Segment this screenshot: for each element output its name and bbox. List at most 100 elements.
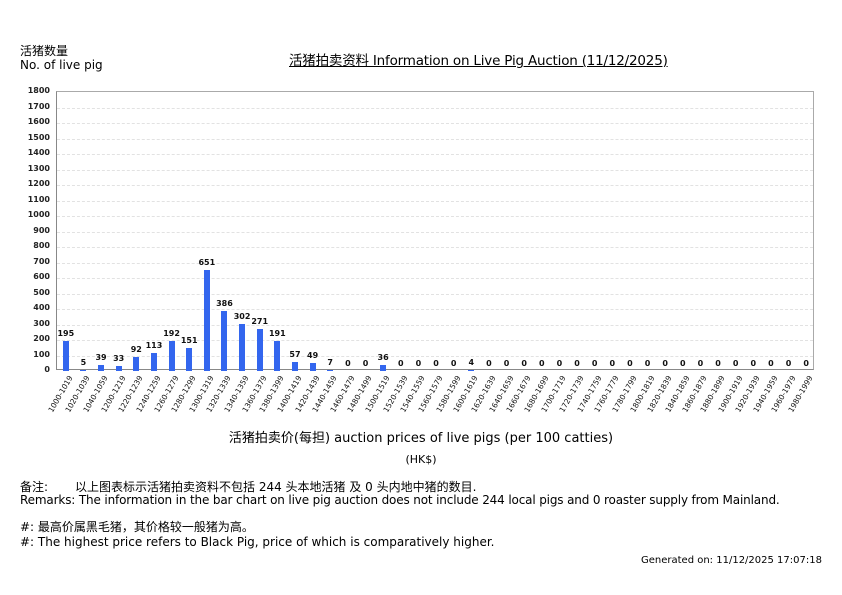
- bar-value-label: 0: [503, 359, 510, 368]
- y-tick-label: 1500: [27, 132, 50, 142]
- bar-value-label: 302: [233, 312, 251, 322]
- bar-value-label: 0: [486, 359, 492, 368]
- gridline: [57, 200, 813, 202]
- y-axis-label-en: No. of live pig: [20, 58, 103, 72]
- remarks-cn-text: 以上图表标示活猪拍卖资料不包括 244 头本地活猪 及 0 头内地中猪的数目.: [75, 480, 477, 494]
- bar: [239, 324, 246, 371]
- bar-value-label: 0: [732, 359, 739, 368]
- y-tick-label: 1600: [27, 117, 50, 126]
- bar: [133, 356, 140, 371]
- note-en: #: The highest price refers to Black Pig…: [20, 535, 495, 549]
- bar: [256, 328, 263, 371]
- plot-area: 195 5 39 33 92 113 192 151 651 386 302 271 191 57 49 7 0…: [56, 91, 814, 371]
- bar-value-label: 7: [327, 357, 333, 367]
- gridline: [57, 293, 813, 295]
- y-tick-label: 500: [33, 287, 50, 297]
- gridline: [57, 138, 813, 140]
- bar-value-label: 0: [662, 359, 668, 368]
- bar-value-label: 5: [80, 358, 87, 368]
- y-tick-label: 700: [33, 256, 50, 266]
- bar: [291, 362, 298, 371]
- bar-value-label: 0: [397, 359, 404, 368]
- y-tick-label: 0: [44, 365, 50, 374]
- gridline: [57, 278, 813, 279]
- bar: [80, 370, 87, 371]
- y-tick-label: 1800: [27, 86, 50, 95]
- bar-value-label: 33: [113, 353, 125, 363]
- bar: [186, 347, 193, 371]
- y-tick-label: 1100: [27, 194, 50, 204]
- y-tick-label: 200: [33, 334, 50, 343]
- bar-value-label: 0: [715, 359, 721, 368]
- x-axis-unit: (HK$): [405, 453, 437, 466]
- bar-value-label: 4: [468, 358, 475, 368]
- bar: [309, 363, 316, 371]
- bar: [380, 365, 387, 371]
- bar-value-label: 0: [591, 359, 598, 368]
- bar-value-label: 192: [163, 329, 180, 339]
- y-tick-label: 100: [33, 349, 50, 359]
- bar-value-label: 0: [345, 359, 351, 368]
- gridline: [57, 262, 813, 264]
- remarks-cn-label: 备注:: [20, 480, 49, 494]
- bar: [168, 341, 175, 371]
- bar-value-label: 36: [377, 353, 389, 363]
- y-tick-label: 1000: [27, 210, 50, 219]
- bar-value-label: 195: [57, 328, 75, 338]
- gridline: [57, 123, 813, 124]
- bar-value-label: 49: [307, 351, 319, 361]
- bar-value-label: 113: [145, 341, 163, 351]
- bar-value-label: 0: [574, 359, 580, 368]
- bar-value-label: 0: [433, 359, 439, 368]
- bar-value-label: 151: [180, 335, 198, 345]
- gridline: [57, 309, 813, 310]
- gridline: [57, 169, 813, 171]
- bar-value-label: 0: [679, 359, 686, 368]
- bar: [115, 365, 122, 371]
- y-tick-label: 1300: [27, 163, 50, 173]
- bar-value-label: 0: [785, 359, 792, 368]
- bar: [327, 369, 334, 371]
- bar-value-label: 386: [216, 299, 233, 309]
- gridline: [57, 324, 813, 326]
- bar: [150, 353, 157, 371]
- y-tick-label: 400: [33, 303, 50, 312]
- bar-value-label: 0: [750, 359, 757, 368]
- bar-value-label: 0: [556, 359, 563, 368]
- bar-value-label: 0: [627, 359, 633, 368]
- gridline: [57, 231, 813, 233]
- gridline: [57, 216, 813, 217]
- bar-value-label: 191: [268, 329, 286, 339]
- remarks-en-text: Remarks: The information in the bar char…: [20, 493, 780, 507]
- bar: [203, 270, 210, 371]
- gridline: [57, 355, 813, 357]
- bar-value-label: 92: [130, 344, 142, 354]
- bar-value-label: 0: [538, 359, 545, 368]
- bar-value-label: 0: [362, 359, 369, 368]
- bar-value-label: 0: [609, 359, 616, 368]
- bar-value-label: 0: [521, 359, 527, 368]
- bar-value-label: 0: [450, 359, 457, 368]
- gridline: [57, 340, 813, 341]
- bar-value-label: 39: [95, 352, 107, 362]
- chart-title: 活猪拍卖资料 Information on Live Pig Auction (…: [289, 53, 668, 69]
- bar-value-label: 0: [644, 359, 651, 368]
- note-cn: #: 最高价属黑毛猪，其价格较一般猪为高。: [20, 520, 254, 534]
- x-axis-title: 活猪拍卖价(每担) auction prices of live pigs (p…: [228, 431, 614, 446]
- bar-value-label: 271: [251, 316, 269, 326]
- y-tick-label: 600: [33, 272, 50, 281]
- bar: [221, 311, 228, 371]
- gridline: [57, 154, 813, 155]
- gridline: [57, 107, 813, 109]
- bar-value-label: 0: [768, 359, 774, 368]
- bar-value-label: 651: [198, 258, 216, 268]
- y-tick-label: 1400: [27, 148, 50, 157]
- generated-timestamp: Generated on: 11/12/2025 17:07:18: [641, 555, 822, 566]
- y-tick-label: 800: [33, 241, 50, 250]
- y-tick-label: 300: [33, 318, 50, 328]
- y-tick-label: 1700: [27, 101, 50, 111]
- bar-value-label: 0: [415, 359, 422, 368]
- bar: [98, 364, 105, 371]
- bar: [468, 370, 475, 371]
- gridline: [57, 247, 813, 248]
